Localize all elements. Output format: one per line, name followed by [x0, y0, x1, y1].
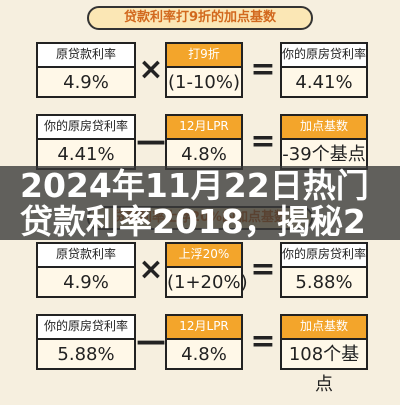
operator: =: [250, 124, 276, 159]
box-label: 加点基数: [282, 116, 366, 140]
operator: —: [136, 324, 166, 359]
formula-box: 原贷款利率 4.9%: [36, 242, 136, 298]
formula-box: 你的原房贷利率 5.88%: [280, 242, 368, 298]
box-value: -39个基点: [282, 144, 366, 165]
formula-box: 打9折 (1-10%): [165, 42, 243, 98]
box-label: 你的原房贷利率: [282, 244, 366, 268]
box-label: 你的原房贷利率: [282, 44, 366, 68]
formula-box: 你的原房贷利率 4.41%: [36, 114, 136, 170]
box-label: 加点基数: [282, 316, 366, 340]
formula-box: 12月LPR 4.8%: [165, 114, 243, 170]
formula-box: 你的原房贷利率 5.88%: [36, 314, 136, 370]
box-value: 4.9%: [63, 72, 109, 93]
box-value: 4.8%: [181, 344, 227, 365]
box-label: 12月LPR: [167, 316, 241, 340]
operator: =: [250, 324, 276, 359]
box-label: 12月LPR: [167, 116, 241, 140]
box-value: 108个基点: [288, 344, 360, 395]
section-title: 贷款利率打9折的加点基数: [87, 6, 313, 30]
operator: =: [250, 252, 276, 287]
formula-box: 你的原房贷利率 4.41%: [280, 42, 368, 98]
formula-box: 12月LPR 4.8%: [165, 314, 243, 370]
formula-box: 加点基数 108个基点: [280, 314, 368, 395]
formula-box: 加点基数 -39个基点: [280, 114, 368, 170]
box-value: (1-10%): [168, 72, 240, 93]
box-value: 4.8%: [181, 144, 227, 165]
box-label: 打9折: [167, 44, 241, 68]
box-label: 你的原房贷利率: [38, 316, 134, 340]
formula-box: 原贷款利率 4.9%: [36, 42, 136, 98]
box-value: 4.9%: [63, 272, 109, 293]
box-label: 原贷款利率: [38, 44, 134, 68]
box-value: (1+20%): [167, 272, 248, 293]
box-value: 5.88%: [57, 344, 115, 365]
box-value: 5.88%: [295, 272, 353, 293]
box-label: 原贷款利率: [38, 244, 134, 268]
formula-box: 上浮20% (1+20%): [165, 242, 248, 298]
box-label: 你的原房贷利率: [38, 116, 134, 140]
operator: ×: [138, 252, 164, 287]
overlay-title: 2024年11月22日热门贷款利率2018，揭秘2: [20, 168, 369, 240]
box-value: 4.41%: [295, 72, 353, 93]
box-value: 4.41%: [57, 144, 115, 165]
operator: =: [250, 52, 276, 87]
box-label: 上浮20%: [167, 244, 241, 268]
operator: ×: [138, 52, 164, 87]
overlay-band: [0, 166, 400, 240]
operator: —: [136, 124, 166, 159]
